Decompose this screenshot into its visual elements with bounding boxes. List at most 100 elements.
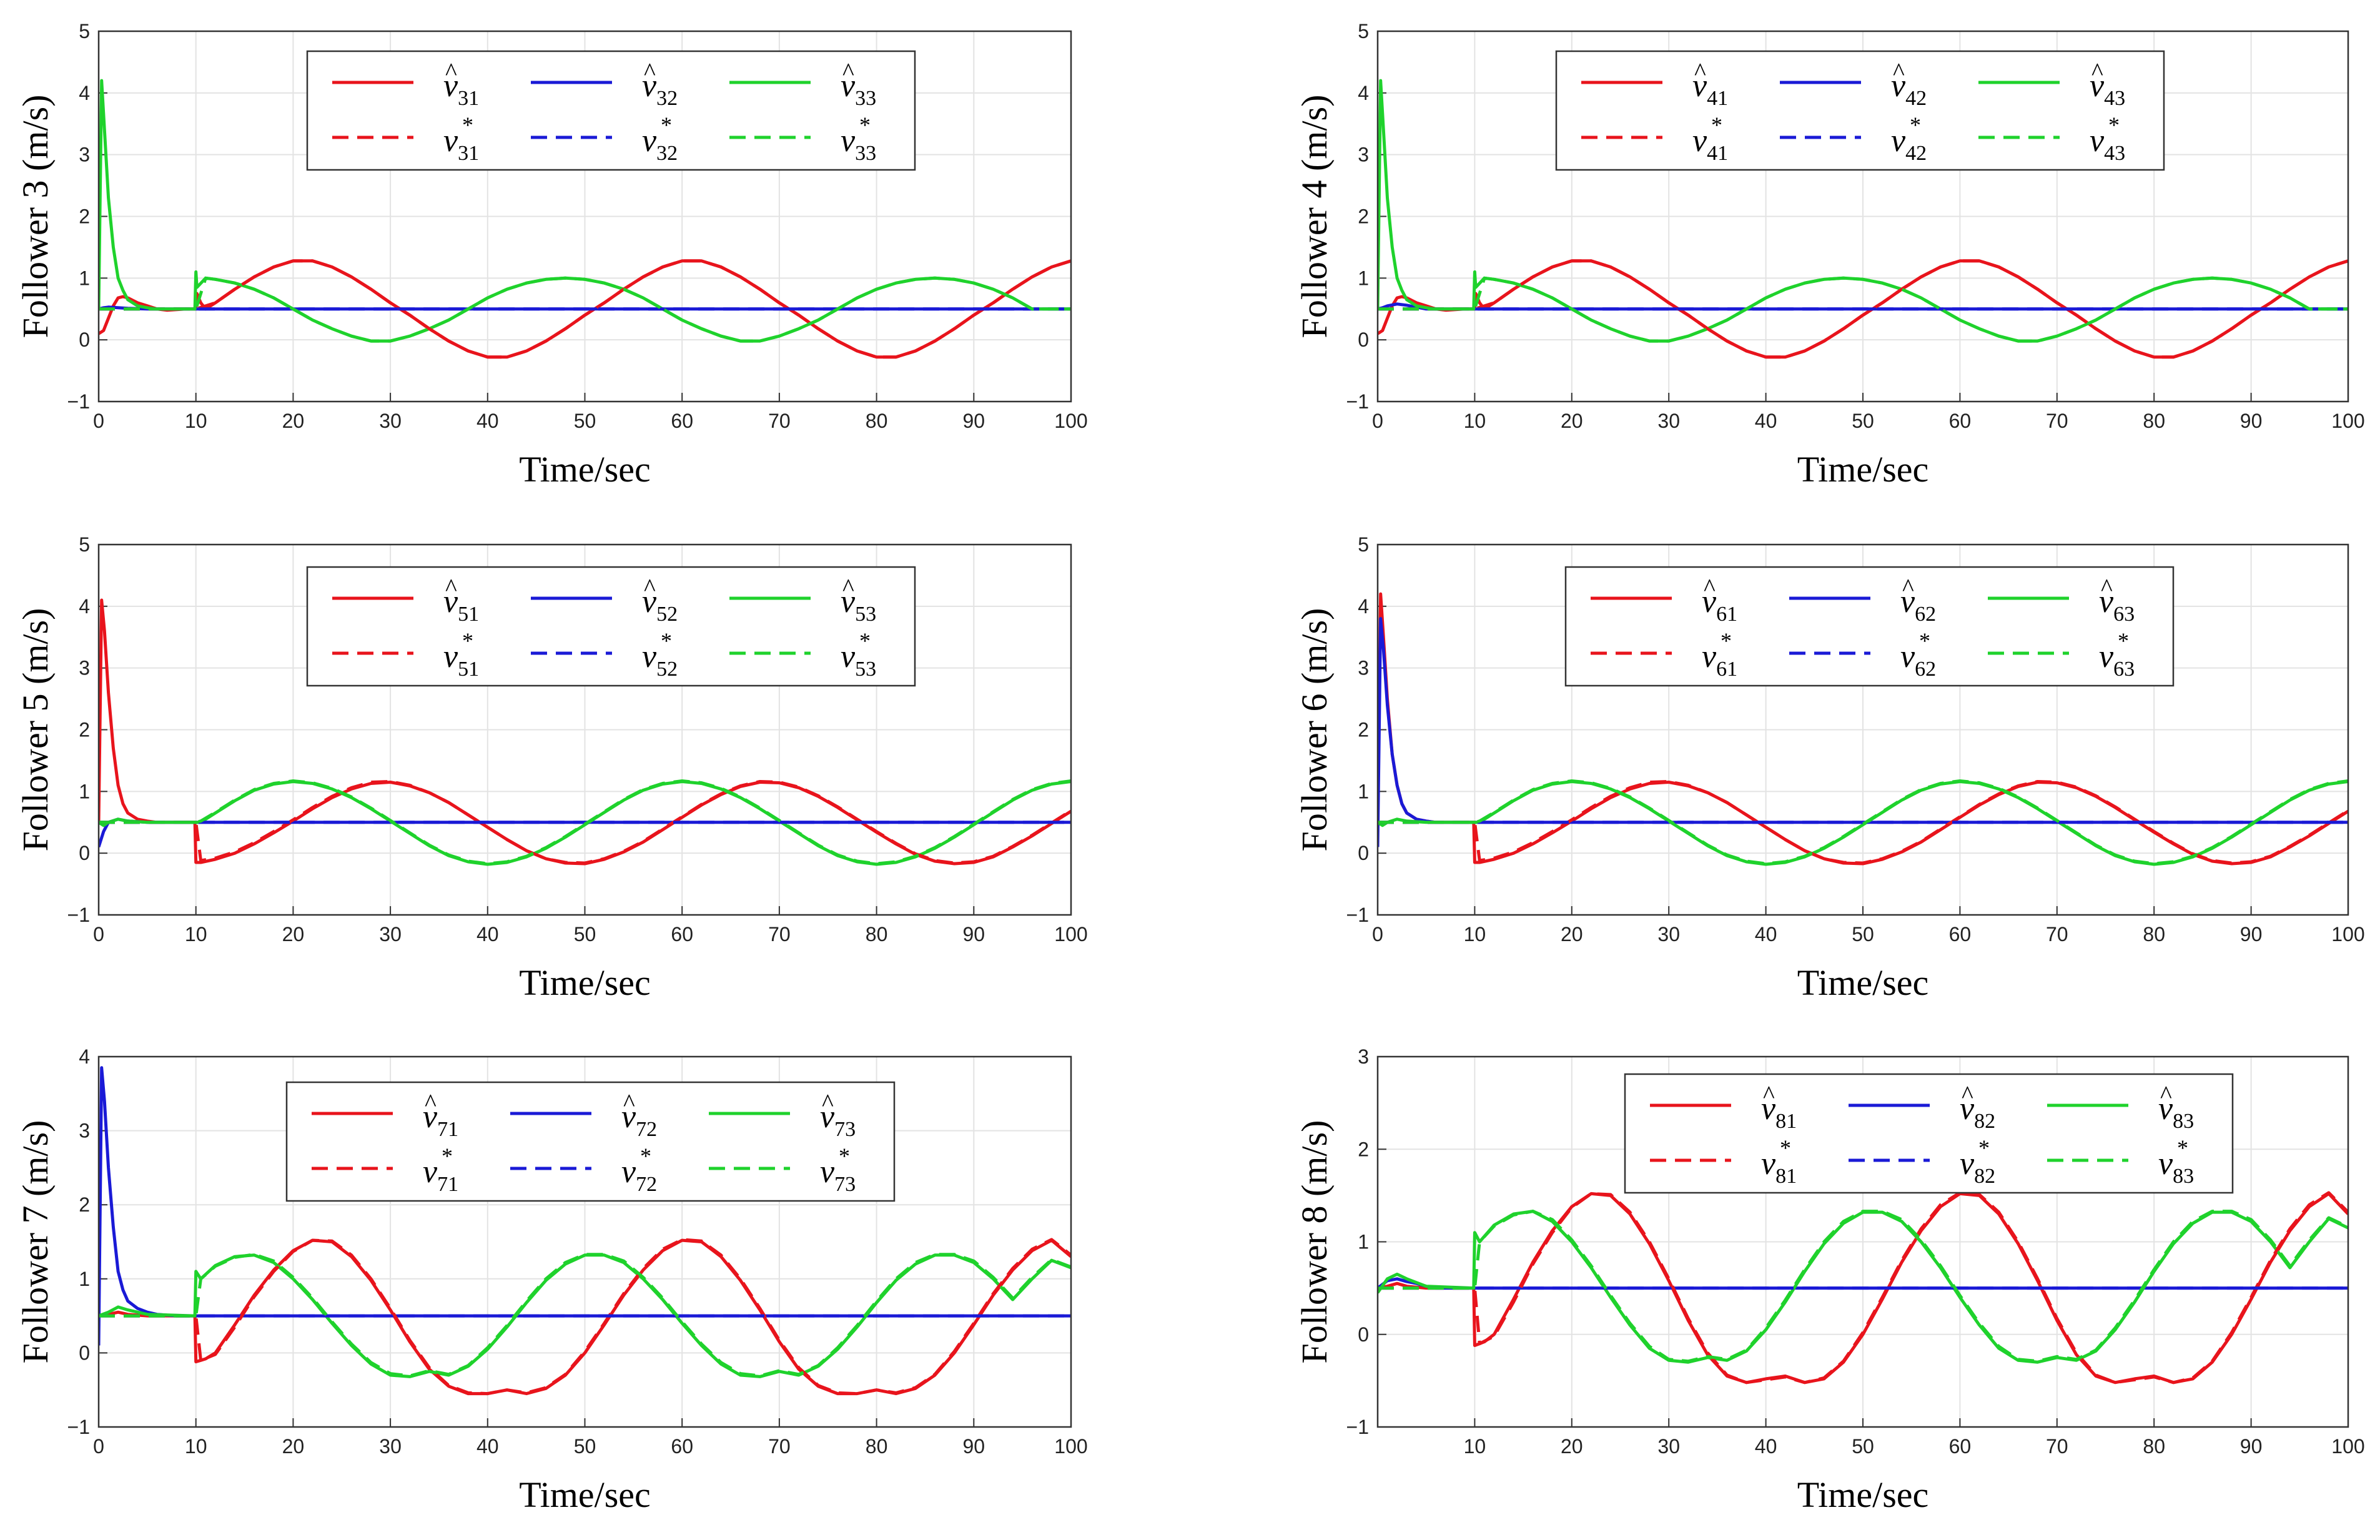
legend-hat-mark: ^	[445, 57, 457, 86]
x-tick-label: 10	[185, 1435, 207, 1458]
series-line-41-reference	[1378, 259, 2348, 359]
y-tick-label: 0	[1358, 1323, 1369, 1346]
legend-label: v81	[1761, 1146, 1797, 1188]
x-tick-label: 0	[1372, 410, 1383, 432]
series-line-81-reference	[1378, 1191, 2348, 1385]
legend: v41^v41*v42^v42*v43^v43*	[1555, 50, 2165, 171]
legend-hat-mark: ^	[842, 573, 854, 601]
y-tick-label: 3	[79, 144, 90, 166]
y-tick-label: 4	[1358, 82, 1369, 104]
legend-label: v52	[642, 639, 678, 681]
x-tick-label: 80	[2143, 410, 2165, 432]
legend-hat-mark: ^	[2091, 57, 2103, 86]
x-tick-label: 50	[1852, 923, 1874, 945]
y-tick-label: 0	[79, 1341, 90, 1364]
y-axis-label: Follower 4 (m/s)	[1294, 95, 1335, 338]
series-line-61-reference	[1378, 780, 2348, 865]
legend-hat-mark: ^	[1704, 573, 1716, 601]
y-tick-label: −1	[1346, 1416, 1369, 1438]
legend-label: v83	[2158, 1091, 2194, 1133]
y-tick-label: 0	[79, 842, 90, 864]
y-tick-label: 3	[79, 657, 90, 679]
legend-label: v71	[423, 1154, 458, 1196]
y-tick-label: 1	[79, 780, 90, 802]
x-tick-label: 30	[379, 410, 402, 432]
y-axis-label: Follower 7 (m/s)	[15, 1120, 56, 1364]
subplot-5: 0 10 20 30 40 50 60 70 80 90 100−101234Time/secFol…	[15, 1045, 1088, 1515]
x-tick-label: 80	[866, 923, 888, 945]
x-tick-label: 100	[2331, 1435, 2364, 1458]
x-tick-label: 100	[1054, 410, 1087, 432]
x-tick-label: 70	[768, 923, 791, 945]
legend-star-mark: *	[640, 1143, 651, 1168]
x-tick-label: 10	[1464, 923, 1486, 945]
y-tick-label: 1	[1358, 267, 1369, 289]
axes-frame	[1376, 1055, 2349, 1428]
legend-box	[285, 1081, 896, 1202]
legend-hat-mark: ^	[822, 1088, 834, 1117]
legend: v71^v71*v72^v72*v73^v73*	[285, 1081, 896, 1202]
legend-star-mark: *	[661, 628, 672, 653]
legend-label: v62	[1900, 584, 1936, 626]
x-tick-label: 40	[1755, 410, 1777, 432]
y-tick-label: 0	[79, 328, 90, 351]
legend-hat-mark: ^	[623, 1088, 635, 1117]
x-tick-label: 0	[93, 1435, 104, 1458]
x-tick-label: 100	[1054, 923, 1087, 945]
series-line-33-reference	[99, 276, 1071, 343]
legend-label: v72	[621, 1099, 657, 1141]
y-tick-label: 5	[1358, 20, 1369, 42]
legend-hat-mark: ^	[1962, 1080, 1973, 1108]
y-tick-label: −1	[67, 1416, 90, 1438]
y-tick-label: 3	[79, 1120, 90, 1142]
legend-hat-mark: ^	[2160, 1080, 2172, 1108]
x-tick-label: 30	[379, 923, 402, 945]
x-tick-label: 40	[1755, 923, 1777, 945]
legend-label: v63	[2099, 639, 2135, 681]
x-tick-label: 60	[1949, 1435, 1972, 1458]
legend-hat-mark: ^	[1694, 57, 1706, 86]
x-tick-label: 20	[282, 923, 305, 945]
y-tick-label: 0	[1358, 328, 1369, 351]
x-tick-label: 100	[1054, 1435, 1087, 1458]
x-tick-label: 10	[1464, 410, 1486, 432]
legend-label: v43	[2090, 68, 2125, 110]
legend-star-mark: *	[1978, 1135, 1990, 1160]
x-tick-label: 0	[93, 410, 104, 432]
y-axis-label: Follower 3 (m/s)	[15, 95, 56, 338]
y-tick-label: 1	[1358, 1231, 1369, 1253]
y-tick-label: 2	[79, 205, 90, 228]
x-tick-label: 50	[1852, 410, 1874, 432]
legend-label: v61	[1702, 584, 1737, 626]
legend-label: v41	[1692, 123, 1728, 165]
x-tick-label: 30	[1657, 1435, 1680, 1458]
legend-hat-mark: ^	[644, 573, 656, 601]
legend-label: v71	[423, 1099, 458, 1141]
x-tick-label: 90	[963, 410, 985, 432]
series-line-62-estimate	[1378, 617, 2348, 847]
subplot-6: 10 20 30 40 50 60 70 80 90 100 −1 0 1 2 3 Time/sec Follo…	[1294, 1045, 2365, 1515]
y-tick-label: −1	[67, 390, 90, 413]
series-line-63-reference	[1378, 779, 2348, 866]
legend-star-mark: *	[859, 628, 871, 653]
y-tick-label: 3	[1358, 1045, 1369, 1068]
legend-star-mark: *	[462, 112, 473, 137]
series-line-31-reference	[99, 259, 1071, 359]
x-tick-label: 70	[2046, 1435, 2068, 1458]
y-axis-label: Follower 8 (m/s)	[1294, 1120, 1335, 1364]
legend-hat-mark: ^	[445, 573, 457, 601]
legend-label: v73	[820, 1154, 856, 1196]
legend-hat-mark: ^	[1902, 573, 1914, 601]
legend-label: v62	[1900, 639, 1936, 681]
x-tick-label: 90	[2240, 410, 2263, 432]
legend-hat-mark: ^	[425, 1088, 437, 1117]
x-tick-label: 80	[2143, 1435, 2165, 1458]
x-tick-label: 40	[476, 1435, 499, 1458]
y-tick-label: 4	[1358, 595, 1369, 618]
legend-label: v51	[443, 639, 479, 681]
x-tick-label: 40	[476, 923, 499, 945]
legend-label: v82	[1960, 1146, 1995, 1188]
series-line-51-reference	[99, 780, 1071, 865]
series-line-83-reference	[1378, 1210, 2348, 1363]
legend-hat-mark: ^	[1763, 1080, 1775, 1108]
